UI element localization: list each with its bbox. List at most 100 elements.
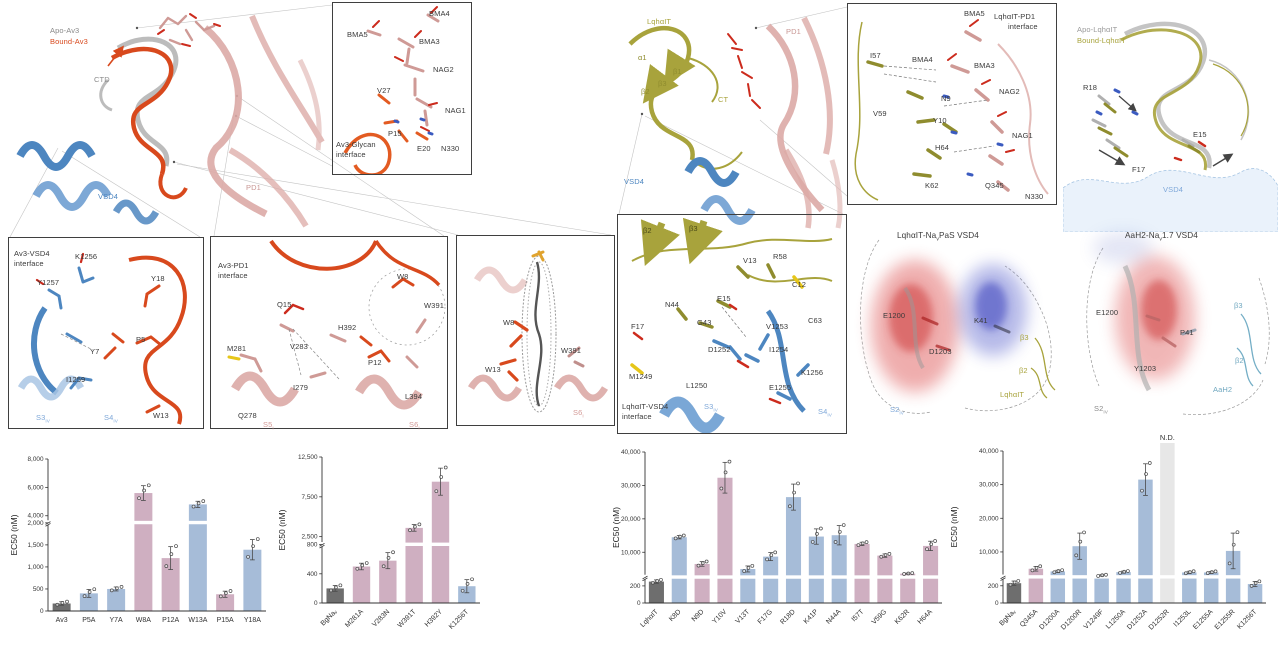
structure-label: N330: [1025, 192, 1044, 201]
x-tick-label: N9D: [691, 608, 706, 623]
data-point: [810, 540, 815, 544]
structure-label: LqhαIT-PD1: [994, 12, 1036, 21]
structure-label: I1254: [769, 345, 789, 354]
panel-lqh-pd1-inset: LqhαIT-PD1 interface BMA5 I57 BMA4 BMA3 N9 NAG2…: [847, 3, 1057, 205]
data-point: [650, 580, 655, 585]
x-tick-label: K8D: [668, 608, 683, 623]
structure-label: BMA5: [347, 30, 368, 39]
bar: [671, 537, 687, 603]
structure-label: E1200: [1096, 308, 1119, 317]
structure-label: W391: [424, 301, 444, 310]
data-point: [470, 577, 474, 582]
bar: [134, 493, 153, 611]
data-point: [727, 459, 732, 464]
data-point: [887, 552, 892, 556]
y-tick-label: 500: [33, 586, 44, 593]
data-point: [819, 526, 823, 531]
structure-label: β3: [1234, 301, 1243, 310]
structure-label: C63: [808, 316, 823, 325]
structure-label: β3: [689, 224, 698, 233]
data-point: [1100, 573, 1105, 578]
structure-label: PD1: [246, 183, 261, 192]
panel-lipid-panel: W8 W13 W391 S6I: [456, 235, 615, 426]
data-point: [1235, 530, 1240, 535]
structure-label: L1250: [686, 381, 708, 390]
data-point: [87, 590, 92, 594]
structure-label: S3IV: [704, 402, 718, 413]
bar: [785, 497, 802, 603]
data-point: [355, 566, 360, 571]
data-point: [55, 602, 60, 607]
x-tick-label: K62R: [894, 608, 911, 625]
ec50-lqhait-channel-mutants: N.D. 0 200 10,000 20,000 30,000 40,000 BgNaᵥ Q34…: [948, 433, 1278, 650]
structure-label: Av3-VSD4: [14, 249, 50, 258]
data-point: [678, 534, 682, 539]
structure-label: L394: [405, 392, 423, 401]
x-tick-label: V283N: [371, 608, 391, 628]
data-point: [338, 583, 343, 588]
structure-label: S2IV: [1094, 404, 1108, 415]
structure-label: V59: [873, 109, 887, 118]
x-tick-label: Av3: [56, 617, 68, 624]
lipid-density-art: [467, 250, 609, 413]
structure-label: W8: [503, 318, 515, 327]
structure-label: VSD4: [1163, 185, 1183, 194]
x-tick-label: P15A: [217, 617, 234, 624]
data-point: [434, 489, 439, 494]
bar: [161, 558, 180, 611]
structure-label: interface: [218, 271, 248, 280]
data-point: [246, 554, 250, 559]
y-axis-label: EC50 (nM): [277, 509, 287, 550]
bar: [216, 594, 235, 611]
structure-label: NAG2: [999, 87, 1020, 96]
bar: [243, 549, 262, 611]
structure-label: E15: [1193, 130, 1207, 139]
data-point: [906, 571, 911, 576]
structure-label: Y1257: [37, 278, 60, 287]
data-point: [1183, 571, 1188, 576]
x-tick-label: I57T: [851, 608, 866, 623]
structure-label: LqhαIT: [647, 17, 672, 26]
data-point: [673, 536, 678, 541]
structure-label: W13: [153, 411, 169, 420]
structure-label: K1256: [801, 368, 824, 377]
y-tick-label: 800: [307, 542, 318, 549]
data-point: [841, 523, 846, 527]
structure-label: β2: [641, 87, 650, 96]
data-point: [114, 586, 119, 591]
structure-label: I279: [293, 383, 308, 392]
lqhait-pd1-sticks-art: [854, 19, 1049, 201]
structure-label: E15: [717, 294, 731, 303]
bar: [405, 527, 423, 603]
structure-label: V13: [743, 256, 757, 265]
data-point: [1038, 564, 1043, 569]
y-tick-label: 8,000: [28, 456, 44, 463]
data-point: [82, 594, 87, 598]
bar: [52, 603, 71, 611]
bar: [1006, 583, 1022, 603]
y-tick-label: 40,000: [979, 448, 999, 455]
y-tick-label: 20,000: [979, 515, 999, 522]
data-point: [833, 540, 838, 544]
x-tick-label: Y18A: [244, 617, 261, 624]
y-tick-label: 4,000: [28, 513, 44, 520]
y-tick-label: 200: [988, 583, 999, 590]
data-point: [119, 585, 124, 589]
structure-label: CT: [718, 95, 729, 104]
bar: [831, 535, 847, 603]
bar: [1072, 546, 1087, 603]
structure-label: H392: [338, 323, 357, 332]
data-point: [765, 557, 769, 562]
structure-label: S3IV: [36, 413, 50, 424]
y-tick-label: 200: [630, 583, 641, 590]
ec50-av3-channel-mutants: 0 400 800 2,500 7,500 12,500 BgNaᵥ M281A V283N W3…: [276, 443, 486, 648]
data-point: [910, 571, 915, 575]
data-point: [1008, 582, 1013, 587]
structure-label: H64: [935, 143, 950, 152]
y-tick-label: 10,000: [621, 549, 641, 556]
structure-label: Y10: [933, 116, 947, 125]
data-point: [773, 550, 778, 555]
structure-label: G43: [697, 318, 712, 327]
